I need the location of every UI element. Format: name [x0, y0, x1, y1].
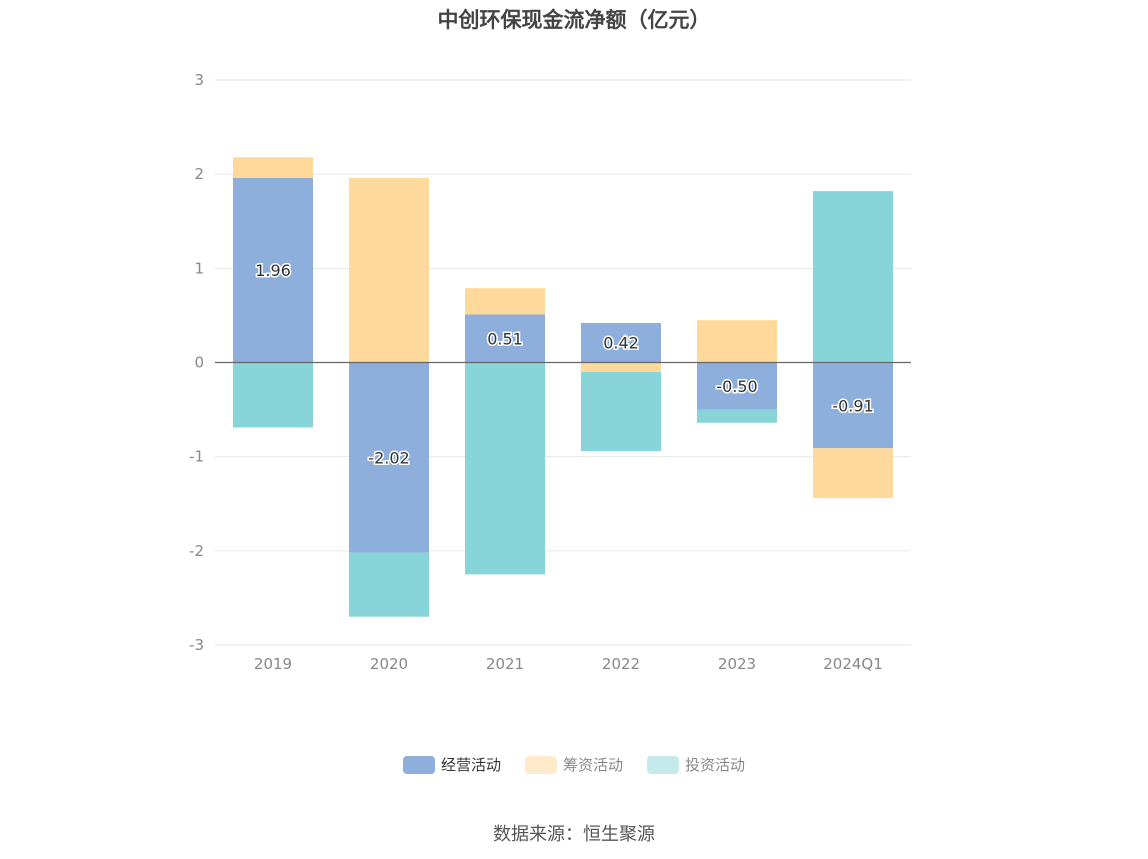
bar-segment: [233, 157, 313, 178]
bar-segment: [233, 362, 313, 428]
bar-segment: [697, 362, 777, 410]
data-label: -2.02: [368, 449, 409, 468]
x-tick-label: 2022: [602, 655, 640, 673]
bar-segment: [465, 362, 545, 575]
bar-segment: [349, 177, 429, 363]
y-tick-label: -2: [189, 542, 204, 560]
bar-segment: [465, 288, 545, 315]
data-label: 1.96: [255, 261, 291, 280]
y-tick-label: 2: [194, 165, 204, 183]
x-tick-label: 2019: [254, 655, 292, 673]
bar-segment: [813, 448, 893, 499]
grid-layer: [215, 79, 911, 646]
legend-swatch-financing: [524, 755, 557, 774]
legend-item-operating[interactable]: 经营活动: [402, 754, 501, 775]
data-label: -0.91: [832, 396, 873, 415]
legend-label-investing: 投资活动: [685, 756, 746, 774]
bar-segment: [813, 191, 893, 363]
bar-segment: [349, 362, 429, 553]
label-layer: 1.96 -2.02 0.51 0.42 -0.50 -0.91: [254, 260, 876, 469]
x-tick-label: 2020: [370, 655, 408, 673]
legend-swatch-operating: [402, 755, 435, 774]
bar-segment: [581, 362, 661, 372]
data-label: 0.42: [603, 334, 639, 353]
legend-item-financing[interactable]: 筹资活动: [524, 754, 623, 775]
y-tick-label: 1: [194, 259, 204, 277]
y-tick-label: -1: [189, 448, 204, 466]
legend-swatch-investing: [647, 755, 679, 774]
y-tick-label: -3: [189, 636, 204, 654]
chart-legend: 经营活动 筹资活动 投资活动: [0, 754, 1148, 775]
data-label: 0.51: [487, 329, 523, 348]
x-tick-label: 2023: [718, 655, 756, 673]
axis-layer: 3 2 1 0 -1 -2 -3 2019 2020 2021 2022 2023 2024Q1: [189, 71, 911, 673]
bar-segment: [813, 362, 893, 449]
y-tick-label: 3: [194, 71, 204, 89]
x-tick-label: 2024Q1: [823, 655, 883, 673]
legend-label-financing: 筹资活动: [562, 756, 623, 774]
y-tick-label: 0: [194, 354, 204, 372]
chart-title: 中创环保现金流净额（亿元）: [437, 8, 711, 32]
legend-label-operating: 经营活动: [440, 756, 501, 774]
data-source: 数据来源：恒生聚源: [493, 824, 655, 845]
bar-segment: [581, 322, 661, 363]
data-label: -0.50: [716, 377, 757, 396]
bar-segment: [697, 409, 777, 423]
bar-segment: [697, 320, 777, 363]
bar-layer: [233, 157, 893, 617]
chart-plot: 3 2 1 0 -1 -2 -3 2019 2020 2021 2022 2023 2024Q1 1.9…: [189, 71, 911, 673]
bar-segment: [349, 552, 429, 617]
legend-item-investing[interactable]: 投资活动: [647, 754, 745, 775]
bar-segment: [581, 371, 661, 452]
bar-segment: [233, 177, 313, 363]
bar-segment: [465, 314, 545, 363]
x-tick-label: 2021: [486, 655, 524, 673]
